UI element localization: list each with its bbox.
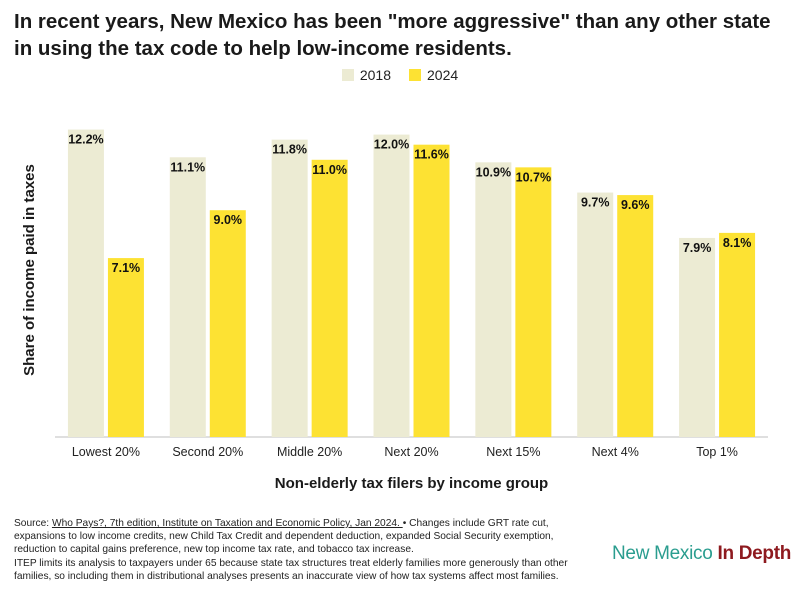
data-label-2024-0: 7.1% [112,261,141,275]
bar-2018-3 [373,134,410,437]
data-label-2018-4: 10.9% [476,165,511,179]
x-tick-label: Next 15% [486,445,540,459]
legend-label-2018: 2018 [359,67,391,83]
source-note: Source: Who Pays?, 7th edition, Institut… [14,517,594,583]
x-tick-label: Next 20% [384,445,438,459]
data-label-2024-2: 11.0% [312,163,347,177]
x-tick-label: Top 1% [696,445,738,459]
chart-title: In recent years, New Mexico has been "mo… [14,10,771,60]
bar-2024-0 [107,258,144,437]
source-prefix: Source: [14,518,52,529]
bar-2024-6 [719,232,756,437]
bar-2024-1 [209,210,246,437]
data-label-2024-5: 9.6% [621,198,650,212]
logo-in-depth: In Depth [717,543,792,564]
bar-2018-2 [271,139,308,437]
y-axis-title: Share of income paid in taxes [21,164,38,376]
logo-new-mexico: New Mexico [612,543,713,564]
bar-2024-2 [311,159,348,438]
logo: New Mexico In Depth [612,543,791,565]
bar-2024-3 [413,144,450,437]
data-label-2018-5: 9.7% [581,196,610,210]
data-label-2018-1: 11.1% [170,160,205,174]
x-tick-label: Next 4% [592,445,639,459]
data-label-2018-2: 11.8% [272,143,307,157]
data-label-2024-4: 10.7% [516,170,551,184]
legend-swatch-2018 [341,69,354,81]
source-note-2: ITEP limits its analysis to taxpayers un… [14,557,568,582]
data-label-2024-3: 11.6% [414,148,449,162]
source-note-1: • Changes include GRT rate cut, expansio… [14,518,554,556]
x-tick-label: Lowest 20% [72,445,140,459]
bar-2018-0 [67,129,104,437]
data-label-2018-3: 12.0% [374,138,409,152]
x-tick-label: Second 20% [172,445,243,459]
bar-2018-6 [679,237,716,437]
source-link[interactable]: Who Pays?, 7th edition, Institute on Tax… [51,518,403,529]
x-axis-title: Non-elderly tax filers by income group [275,475,548,492]
legend-swatch-2024 [409,69,421,81]
bar-2024-5 [617,195,654,437]
x-tick-label: Middle 20% [277,445,342,459]
legend-item-2018: 2018 [341,67,391,83]
bar-2018-5 [577,192,614,437]
data-label-2018-0: 12.2% [68,133,103,147]
bar-2018-4 [475,162,512,437]
legend-label-2024: 2024 [427,67,459,83]
legend-item-2024: 2024 [409,67,458,83]
bar-2024-4 [515,167,552,438]
data-label-2018-6: 7.9% [683,241,712,255]
data-label-2024-6: 8.1% [723,236,752,250]
data-label-2024-1: 9.0% [214,213,243,227]
bar-2018-1 [169,157,206,437]
legend: 2018 2024 [0,67,800,83]
